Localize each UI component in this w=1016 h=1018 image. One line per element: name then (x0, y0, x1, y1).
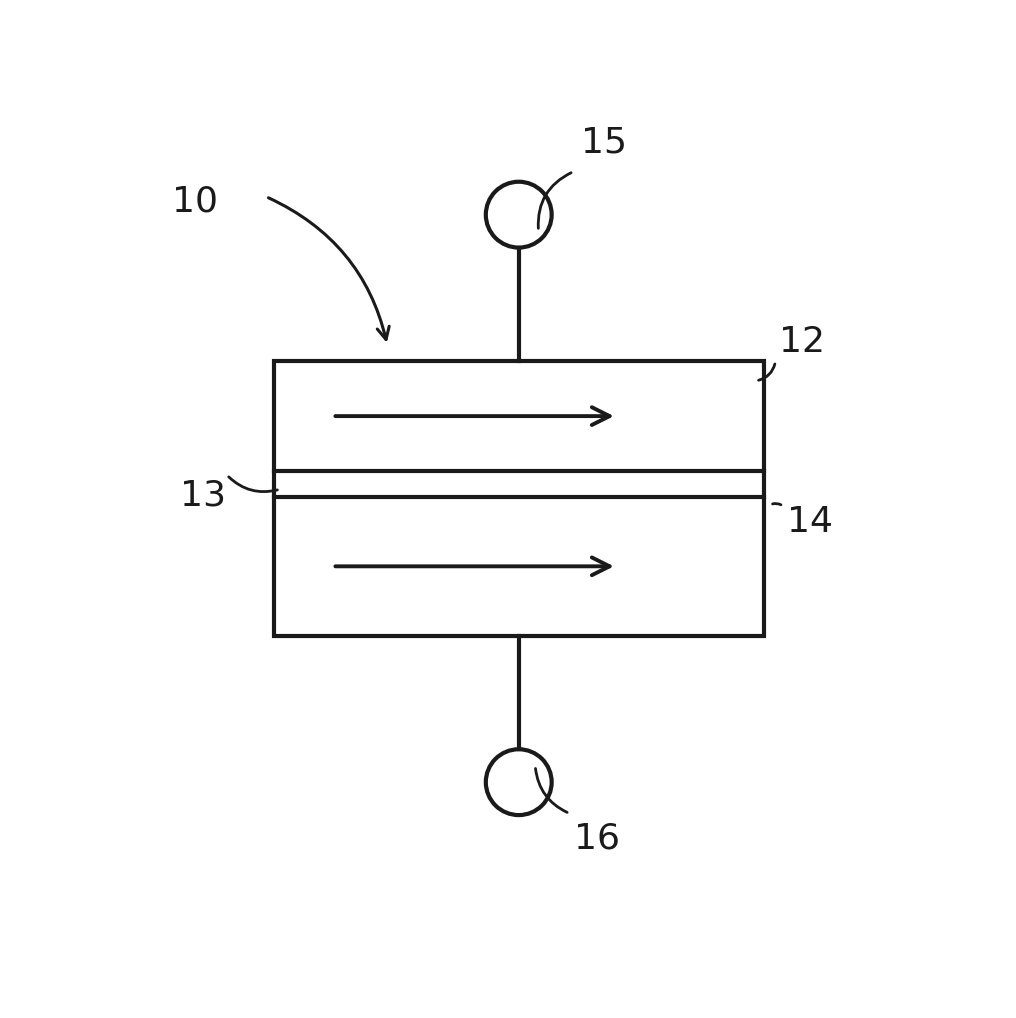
Text: 14: 14 (787, 505, 833, 539)
Text: 15: 15 (581, 126, 628, 160)
Text: 16: 16 (574, 822, 620, 855)
Bar (273, 361, 764, 635)
Text: 10: 10 (172, 185, 217, 219)
Text: 12: 12 (779, 325, 825, 358)
Text: 13: 13 (180, 478, 226, 513)
